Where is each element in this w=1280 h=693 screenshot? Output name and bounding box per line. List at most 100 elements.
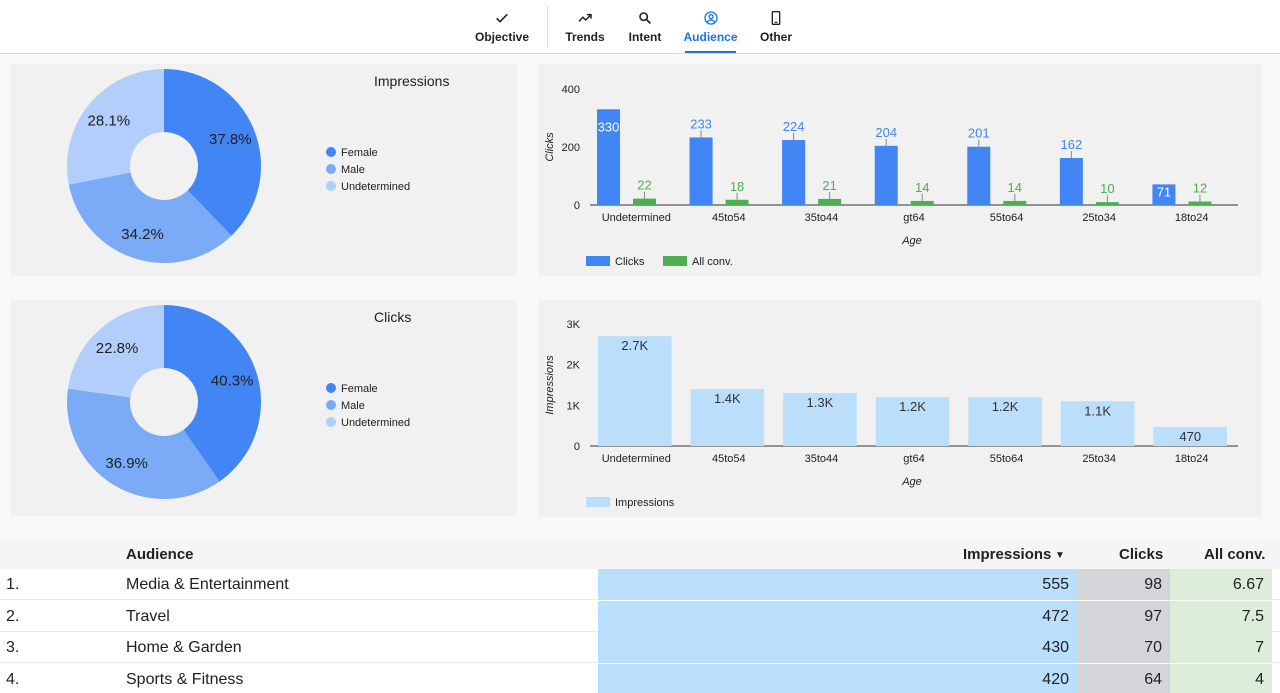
slice-value-label: 34.2% bbox=[121, 226, 164, 243]
bar-value-label: 201 bbox=[968, 126, 990, 141]
bar-clicks-undetermined[interactable] bbox=[597, 109, 620, 205]
y-tick-label: 0 bbox=[574, 441, 580, 453]
donut-slice-female[interactable] bbox=[164, 69, 261, 236]
bar-impressions-25to34[interactable] bbox=[1060, 401, 1135, 446]
header-impressions[interactable]: Impressions bbox=[963, 546, 1052, 563]
x-tick-label: 55to64 bbox=[990, 212, 1024, 224]
bar-impressions-45to54[interactable] bbox=[690, 389, 765, 446]
bar-all-conv--25to34[interactable] bbox=[1095, 202, 1119, 205]
header-all-conv[interactable]: All conv. bbox=[1204, 546, 1266, 563]
donut-slice-female[interactable] bbox=[164, 305, 261, 482]
legend-label: Clicks bbox=[615, 256, 645, 268]
account-circle-icon bbox=[703, 11, 718, 25]
impressions-cell: 472 bbox=[598, 600, 1077, 632]
x-tick-label: 45to54 bbox=[712, 453, 746, 465]
bar-value-label: 233 bbox=[690, 116, 712, 131]
bar-impressions-undetermined[interactable] bbox=[598, 336, 672, 446]
bar-clicks-35to44[interactable] bbox=[782, 140, 806, 205]
bar-value-label: 224 bbox=[783, 119, 805, 134]
table-row[interactable]: 4. Sports & Fitness 420 64 4 bbox=[0, 663, 1280, 693]
bar-all-conv--45to54[interactable] bbox=[725, 199, 749, 205]
bar-impressions-35to44[interactable] bbox=[783, 393, 857, 446]
bar-value-label: 1.4K bbox=[714, 391, 741, 406]
legend-swatch bbox=[326, 400, 336, 410]
x-tick-label: 25to34 bbox=[1082, 212, 1116, 224]
bar-clicks-18to24[interactable] bbox=[1152, 184, 1176, 205]
bar-value-label: 1.2K bbox=[992, 399, 1019, 414]
x-tick-label: 35to44 bbox=[805, 453, 839, 465]
y-axis-label: Impressions bbox=[544, 355, 556, 415]
rank-cell: 4. bbox=[6, 670, 20, 688]
tab-objective[interactable]: Objective bbox=[472, 0, 532, 54]
x-tick-label: gt64 bbox=[903, 453, 924, 465]
x-axis-label: Age bbox=[901, 476, 922, 488]
bar-value-label: 470 bbox=[1179, 429, 1201, 444]
x-tick-label: gt64 bbox=[903, 212, 924, 224]
legend-label-undetermined: Undetermined bbox=[341, 181, 410, 193]
legend-label-male: Male bbox=[341, 164, 365, 176]
y-tick-label: 0 bbox=[574, 200, 580, 212]
tab-trends-label: Trends bbox=[565, 30, 605, 44]
all-conv-cell: 7 bbox=[1170, 632, 1272, 663]
bar-clicks-55to64[interactable] bbox=[967, 146, 991, 205]
all-conv-cell: 4 bbox=[1170, 663, 1272, 693]
impressions-cell: 420 bbox=[598, 663, 1077, 693]
check-icon bbox=[496, 13, 508, 23]
tab-trends[interactable]: Trends bbox=[563, 0, 607, 54]
tab-other[interactable]: Other bbox=[759, 0, 793, 54]
bar-value-label: 22 bbox=[637, 178, 651, 193]
table-row[interactable]: 1. Media & Entertainment 555 98 6.67 bbox=[0, 569, 1280, 600]
y-tick-label: 1K bbox=[567, 400, 581, 412]
clicks-donut-chart: 40.3% 36.9% 22.8% Female Male Undetermined bbox=[67, 305, 410, 499]
header-clicks[interactable]: Clicks bbox=[1119, 546, 1164, 563]
bar-impressions-gt64[interactable] bbox=[875, 397, 950, 446]
clicks-by-age-panel: 0 200 400 Clicks 330 22 Undetermined 233 18 45to5… bbox=[538, 64, 1262, 276]
donut-slice-undetermined[interactable] bbox=[67, 305, 164, 398]
legend-label-male: Male bbox=[341, 400, 365, 412]
table-row[interactable]: 3. Home & Garden 430 70 7 bbox=[0, 632, 1280, 663]
impressions-donut-panel: Impressions 37.8% 34.2% 28.1% Female Male Und… bbox=[10, 64, 517, 276]
tab-audience[interactable]: Audience bbox=[683, 0, 738, 54]
bar-value-label: 71 bbox=[1157, 184, 1171, 199]
bar-value-label: 1.2K bbox=[899, 399, 926, 414]
donut-slice-male[interactable] bbox=[68, 172, 232, 263]
clicks-donut-title: Clicks bbox=[374, 309, 412, 325]
tab-intent[interactable]: Intent bbox=[626, 0, 664, 54]
x-tick-label: 18to24 bbox=[1175, 453, 1209, 465]
sort-desc-icon[interactable]: ▼ bbox=[1055, 550, 1065, 561]
bar-clicks-45to54[interactable] bbox=[689, 137, 713, 205]
legend-label-female: Female bbox=[341, 147, 378, 159]
rank-cell: 3. bbox=[6, 639, 20, 656]
bar-all-conv--gt64[interactable] bbox=[910, 200, 934, 205]
table-row[interactable]: 2. Travel 472 97 7.5 bbox=[0, 600, 1280, 632]
legend-swatch bbox=[326, 147, 336, 157]
bar-all-conv--undetermined[interactable] bbox=[633, 198, 656, 205]
header-audience[interactable]: Audience bbox=[126, 546, 194, 563]
bar-impressions-55to64[interactable] bbox=[968, 397, 1042, 446]
bar-value-label: 12 bbox=[1193, 181, 1207, 196]
bar-clicks-25to34[interactable] bbox=[1059, 158, 1083, 205]
x-tick-label: Undetermined bbox=[602, 212, 671, 224]
bar-all-conv--35to44[interactable] bbox=[818, 198, 842, 205]
x-tick-label: 35to44 bbox=[805, 212, 839, 224]
donut-slice-male[interactable] bbox=[67, 388, 220, 499]
clicks-cell: 97 bbox=[1077, 600, 1170, 632]
audience-table: Audience Impressions ▼ Clicks All conv. … bbox=[0, 541, 1280, 693]
bar-value-label: 330 bbox=[598, 119, 620, 134]
x-tick-label: 55to64 bbox=[990, 453, 1024, 465]
bar-all-conv--18to24[interactable] bbox=[1188, 201, 1212, 205]
bar-impressions-18to24[interactable] bbox=[1153, 426, 1227, 446]
bar-all-conv--55to64[interactable] bbox=[1003, 200, 1027, 205]
donut-slice-undetermined[interactable] bbox=[67, 69, 164, 185]
bar-value-label: 204 bbox=[875, 125, 897, 140]
tab-audience-label: Audience bbox=[683, 30, 738, 44]
bar-clicks-gt64[interactable] bbox=[874, 145, 898, 205]
slice-value-label: 28.1% bbox=[88, 113, 131, 130]
slice-value-label: 37.8% bbox=[209, 131, 252, 148]
bar-value-label: 2.7K bbox=[621, 338, 648, 353]
y-tick-label: 400 bbox=[562, 84, 580, 96]
x-axis-label: Age bbox=[901, 235, 922, 247]
x-tick-label: 45to54 bbox=[712, 212, 746, 224]
clicks-cell: 70 bbox=[1077, 632, 1170, 663]
